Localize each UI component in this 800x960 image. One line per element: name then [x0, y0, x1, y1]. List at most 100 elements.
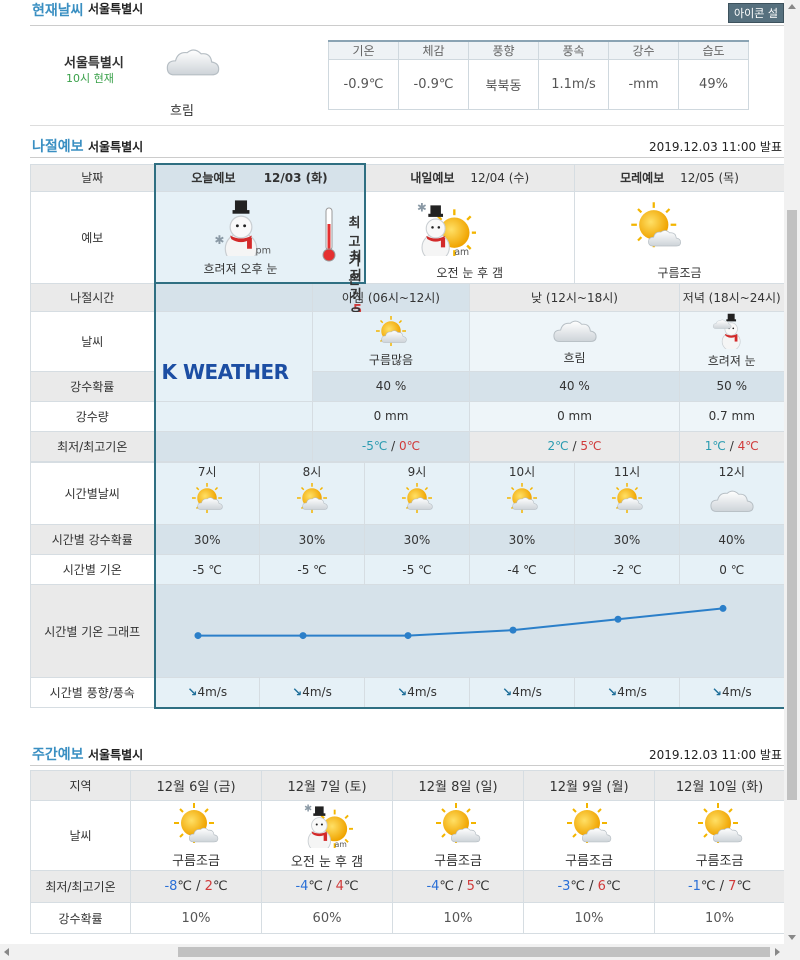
wind-speed: 4m/s — [407, 685, 437, 700]
weekly-date: 12월 9일 (월) — [523, 770, 655, 801]
sun-cloud-icon — [399, 480, 435, 519]
sun-cloud-icon — [565, 801, 613, 850]
snowman-snow-icon: pm ✱ — [211, 198, 271, 265]
weekly-header: 주간예보 서울특별시 2019.12.03 11:00 발표 — [30, 740, 784, 766]
weekly-minmax: -1℃ / 7℃ — [654, 870, 785, 903]
col-wind-dir: 풍향 — [468, 40, 539, 60]
weekly-weather-cell: 구름조금 — [523, 800, 655, 871]
temperature-point — [299, 632, 306, 640]
scroll-down-arrow-icon[interactable] — [788, 935, 796, 940]
hourly-pop: 30% — [259, 524, 365, 555]
vertical-scrollbar[interactable] — [784, 0, 800, 944]
weekly-table: 지역 12월 6일 (금) 12월 7일 (토) 12월 8일 (일) 12월 … — [30, 770, 785, 934]
mostly-cloudy-icon — [373, 314, 409, 351]
forecast-city: 서울특별시 — [88, 140, 144, 154]
tomorrow-forecast-cell: am ✱ 오전 눈 후 갬 — [364, 190, 575, 284]
sep: / — [715, 879, 729, 894]
vertical-scroll-thumb[interactable] — [787, 210, 797, 800]
hour-cell: 7시 — [153, 462, 260, 525]
col-temp: 기온 — [328, 40, 399, 60]
svg-text:✱: ✱ — [214, 232, 224, 246]
horizontal-scrollbar[interactable] — [0, 944, 800, 960]
col-humidity: 습도 — [678, 40, 749, 60]
halfday-forecast-table: 날짜 오늘예보 12/03 (화) 내일예보 12/04 (수) 모레예보 12… — [30, 163, 786, 462]
scroll-up-arrow-icon[interactable] — [788, 4, 796, 9]
wind-speed: 4m/s — [617, 685, 647, 700]
current-weather-title: 현재날씨 — [32, 3, 84, 19]
unit: ℃ — [406, 439, 421, 453]
hourly-table: 시간별날씨 7시 8시 9시 10시 11시 12시 시간별 강수확률 30% … — [30, 462, 786, 709]
today-condition: 흐려져 오후 눈 — [203, 261, 278, 276]
hour-cell: 11시 — [574, 462, 680, 525]
scroll-right-arrow-icon[interactable] — [775, 948, 780, 956]
unit: ℃ — [745, 439, 759, 453]
hour-label: 8시 — [302, 465, 322, 479]
row-label-hourly-pop: 시간별 강수확률 — [30, 524, 155, 555]
weekly-condition: 오전 눈 후 갬 — [290, 854, 364, 870]
hour-cell: 10시 — [469, 462, 575, 525]
afternoon-weather-cell: 흐림 — [469, 310, 680, 372]
kweather-logo-cell: K WEATHER — [153, 310, 313, 402]
current-time: 10시 현재 — [66, 72, 114, 85]
hourly-pop: 30% — [364, 524, 470, 555]
tab-dayafter[interactable]: 모레예보 12/05 (목) — [574, 163, 785, 192]
weekly-label-pop: 강수확률 — [30, 902, 131, 934]
sun-cloud-icon — [172, 801, 220, 850]
wind-speed: 4m/s — [197, 685, 228, 700]
morning-condition: 구름많음 — [368, 353, 414, 367]
svg-text:✱: ✱ — [417, 200, 427, 214]
weekly-pop: 10% — [130, 902, 262, 934]
tab-today[interactable]: 오늘예보 12/03 (화) — [153, 163, 366, 191]
hour-cell: 8시 — [259, 462, 365, 525]
hourly-temp: -5 ℃ — [259, 554, 365, 585]
weekly-min: -4 — [295, 879, 309, 894]
afternoon-min: 2 — [547, 439, 556, 453]
weekly-date: 12월 8일 (일) — [392, 770, 524, 801]
weekly-pop: 10% — [523, 902, 655, 934]
today-label: 오늘예보 — [191, 171, 236, 186]
weekly-pop: 10% — [654, 902, 785, 934]
hourly-pop: 30% — [469, 524, 575, 555]
weekly-max: 2 — [204, 879, 213, 894]
row-label-pop: 강수확률 — [30, 370, 155, 402]
icon-legend-button[interactable]: 아이콘 설명 — [728, 3, 784, 40]
kweather-logo: K WEATHER — [161, 359, 290, 384]
weekly-date: 12월 7일 (토) — [261, 770, 393, 801]
weekly-weather-cell: 구름조금 — [654, 800, 785, 871]
horizontal-scroll-thumb[interactable] — [178, 947, 770, 957]
hourly-temp: -5 ℃ — [153, 554, 260, 585]
dayafter-condition: 구름조금 — [657, 265, 702, 280]
temperature-point — [194, 632, 201, 640]
value-humidity: 49% — [678, 59, 749, 110]
wind-arrow-icon: ↘ — [607, 685, 618, 700]
cloudy-icon — [709, 486, 755, 519]
tomorrow-label: 내일예보 — [410, 171, 455, 185]
weekly-max: 4 — [335, 879, 344, 894]
unit: ℃ — [308, 879, 324, 894]
sep: / — [387, 439, 399, 453]
value-wind-dir: 북북동 — [468, 59, 539, 110]
weekly-max: 7 — [728, 879, 737, 894]
hour-label: 10시 — [508, 465, 536, 479]
tab-tomorrow[interactable]: 내일예보 12/04 (수) — [364, 163, 575, 192]
weekly-minmax: -4℃ / 5℃ — [392, 870, 524, 903]
row-label-date: 날짜 — [30, 163, 155, 192]
afternoon-condition: 흐림 — [563, 351, 586, 365]
row-label-weather: 날씨 — [30, 310, 155, 372]
current-city: 서울특별시 — [64, 56, 124, 71]
wind-speed: 4m/s — [512, 685, 542, 700]
current-observation-table: 기온 체감 풍향 풍속 강수 습도 -0.9℃ -0.9℃ 북북동 1.1m/s… — [328, 40, 749, 110]
unit: ℃ — [700, 879, 716, 894]
scroll-left-arrow-icon[interactable] — [4, 948, 9, 956]
weekly-label-weather: 날씨 — [30, 800, 131, 871]
forecast-issued: 2019.12.03 11:00 발표 — [649, 140, 782, 154]
unit: ℃ — [712, 439, 726, 453]
hourly-temp: -2 ℃ — [574, 554, 680, 585]
today-forecast-cell: pm✱ 흐려져 오후 눈 최고기온 : 5 최저기온 : -5 — [153, 190, 366, 352]
hour-cell: 9시 — [364, 462, 470, 525]
weekly-condition: 구름조금 — [172, 853, 220, 869]
row-label-precip: 강수량 — [30, 400, 155, 432]
wind-speed: 4m/s — [302, 685, 332, 700]
weekly-min: -4 — [426, 879, 440, 894]
weekly-pop: 60% — [261, 902, 393, 934]
